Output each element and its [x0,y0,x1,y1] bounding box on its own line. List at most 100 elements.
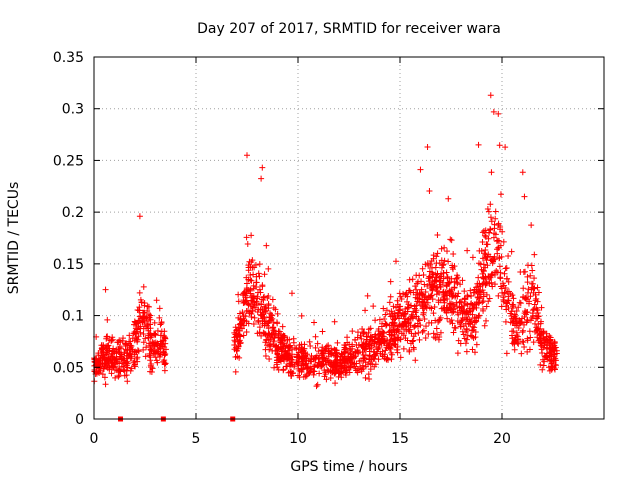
data-point [158,328,165,335]
data-point [346,341,353,348]
data-point [404,298,411,305]
data-point [431,303,438,310]
data-point [314,381,321,388]
data-point [255,270,262,277]
data-point [520,339,527,346]
data-point [515,304,522,311]
data-point [518,318,525,325]
data-point [160,332,167,339]
data-point [266,356,273,363]
data-point [406,276,413,283]
data-point [539,366,546,373]
data-point [439,279,446,286]
data-point [126,332,133,339]
data-point [421,315,428,322]
data-point [516,299,523,306]
data-point [504,275,511,282]
data-point [267,341,274,348]
data-point [140,309,147,316]
data-point [462,340,469,347]
data-point [479,238,486,245]
data-point [535,289,542,296]
data-point [463,326,470,333]
data-point [472,328,479,335]
data-point [416,336,423,343]
data-point [483,280,490,287]
data-point [444,273,451,280]
data-point [332,369,339,376]
data-point [462,320,469,327]
data-point [421,281,428,288]
data-point [500,238,507,245]
data-point [471,349,478,356]
data-point [526,298,533,305]
data-point [103,335,110,342]
data-point [434,232,441,239]
data-point [420,299,427,306]
data-point [458,318,465,325]
data-point [526,328,533,335]
data-point [113,350,120,357]
data-point [367,366,374,373]
data-point [541,337,548,344]
data-point [147,347,154,354]
data-point [380,305,387,312]
data-point [243,274,250,281]
data-point [484,205,491,212]
data-point [247,277,254,284]
data-point [302,350,309,357]
data-point [457,281,464,288]
data-point [488,271,495,278]
data-point [420,309,427,316]
data-point [521,193,528,200]
data-point [443,309,450,316]
data-point [273,343,280,350]
data-point [531,251,538,258]
data-point [277,354,284,361]
data-point [430,252,437,259]
data-point [316,370,323,377]
data-point [328,369,335,376]
data-point [375,335,382,342]
data-point [533,305,540,312]
data-point [475,314,482,321]
data-point [137,323,144,330]
data-point [449,320,456,327]
data-point [510,301,517,308]
data-point [104,357,111,364]
data-point [440,261,447,268]
data-point [109,336,116,343]
data-point [429,287,436,294]
data-point [265,337,272,344]
data-point [312,362,319,369]
data-point [403,289,410,296]
data-point [482,317,489,324]
data-point [298,355,305,362]
data-point [503,265,510,272]
data-point [253,284,260,291]
data-point [388,336,395,343]
data-point [545,364,552,371]
data-point [402,315,409,322]
data-point [494,269,501,276]
data-point [99,346,106,353]
data-point [147,312,154,319]
data-point [288,290,295,297]
data-point [415,329,422,336]
data-point [487,225,494,232]
data-point [414,295,421,302]
data-point [122,343,129,349]
data-point [365,361,372,368]
data-point [110,348,117,355]
data-point [280,343,287,350]
data-point [294,351,301,358]
data-point [490,108,497,115]
data-point [286,347,293,354]
data-point [432,271,439,278]
data-point [424,299,431,306]
data-point [497,242,504,249]
data-point [258,332,265,339]
data-point [147,364,154,371]
data-point [394,343,401,350]
data-point [488,169,495,176]
